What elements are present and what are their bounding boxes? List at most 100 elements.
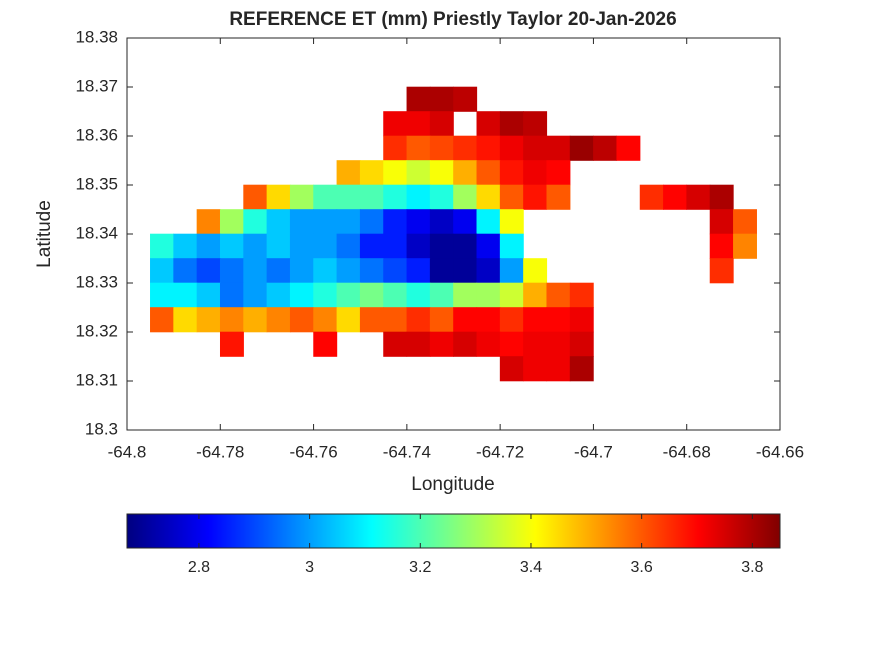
contour-cell bbox=[289, 184, 314, 210]
contour-cell bbox=[499, 209, 524, 235]
contour-cell bbox=[359, 307, 384, 333]
contour-cell bbox=[686, 184, 711, 210]
contour-cell bbox=[476, 331, 501, 357]
contour-cell bbox=[569, 135, 594, 161]
contour-cell bbox=[336, 209, 361, 235]
contour-cell bbox=[453, 160, 478, 186]
contour-cell bbox=[453, 258, 478, 284]
contour-cell bbox=[499, 184, 524, 210]
contour-cell bbox=[453, 135, 478, 161]
contour-cell bbox=[453, 184, 478, 210]
contour-cell bbox=[150, 307, 174, 333]
contour-cell bbox=[476, 111, 501, 137]
contour-cell bbox=[406, 184, 431, 210]
contour-cell bbox=[499, 233, 524, 259]
contour-cell bbox=[266, 282, 291, 308]
contour-cell bbox=[313, 307, 338, 333]
contour-cell bbox=[196, 307, 221, 333]
contour-field bbox=[150, 86, 757, 382]
contour-cell bbox=[289, 233, 314, 259]
contour-cell bbox=[289, 209, 314, 235]
contour-cell bbox=[243, 209, 268, 235]
y-tick-label: 18.33 bbox=[75, 272, 118, 291]
x-tick-label: -64.72 bbox=[476, 442, 524, 461]
contour-cell bbox=[639, 184, 664, 210]
contour-cell bbox=[266, 209, 291, 235]
contour-cell bbox=[476, 233, 501, 259]
contour-cell bbox=[499, 282, 524, 308]
contour-cell bbox=[429, 282, 454, 308]
x-tick-label: -64.74 bbox=[383, 442, 431, 461]
contour-cell bbox=[406, 233, 431, 259]
contour-cell bbox=[429, 258, 454, 284]
y-tick-label: 18.34 bbox=[75, 223, 118, 242]
contour-cell bbox=[359, 258, 384, 284]
y-tick-label: 18.38 bbox=[75, 27, 118, 46]
contour-cell bbox=[499, 307, 524, 333]
contour-cell bbox=[569, 356, 594, 382]
y-tick-label: 18.31 bbox=[75, 370, 118, 389]
colorbar bbox=[126, 513, 781, 549]
contour-cell bbox=[383, 258, 408, 284]
contour-cell bbox=[196, 209, 221, 235]
contour-cell bbox=[383, 282, 408, 308]
x-tick-label: -64.7 bbox=[574, 442, 613, 461]
contour-cell bbox=[429, 307, 454, 333]
contour-cell bbox=[313, 258, 338, 284]
contour-cell bbox=[429, 111, 454, 137]
colorbar-tick-label: 3.4 bbox=[520, 559, 542, 576]
contour-cell bbox=[406, 331, 431, 357]
contour-cell bbox=[523, 331, 548, 357]
contour-cell bbox=[476, 209, 501, 235]
contour-cell bbox=[569, 331, 594, 357]
contour-cell bbox=[476, 160, 501, 186]
contour-cell bbox=[243, 307, 268, 333]
colorbar-tick-label: 3.6 bbox=[631, 559, 653, 576]
colorbar-tick-label: 3.8 bbox=[741, 559, 763, 576]
y-tick-label: 18.35 bbox=[75, 174, 118, 193]
contour-cell bbox=[429, 86, 454, 112]
contour-cell bbox=[523, 356, 548, 382]
contour-cell bbox=[313, 184, 338, 210]
contour-cell bbox=[546, 135, 571, 161]
contour-cell bbox=[523, 282, 548, 308]
x-tick-label: -64.66 bbox=[756, 442, 804, 461]
contour-cell bbox=[219, 282, 244, 308]
contour-cell bbox=[406, 160, 431, 186]
contour-cell bbox=[359, 282, 384, 308]
x-axis-label: Longitude bbox=[411, 474, 494, 495]
contour-cell bbox=[476, 184, 501, 210]
contour-cell bbox=[709, 233, 734, 259]
contour-cell bbox=[150, 258, 174, 284]
contour-cell bbox=[406, 135, 431, 161]
contour-cell bbox=[546, 282, 571, 308]
contour-cell bbox=[523, 160, 548, 186]
contour-cell bbox=[266, 184, 291, 210]
contour-cell bbox=[406, 307, 431, 333]
contour-cell bbox=[546, 307, 571, 333]
x-tick-label: -64.8 bbox=[108, 442, 147, 461]
contour-cell bbox=[569, 307, 594, 333]
contour-cell bbox=[499, 111, 524, 137]
contour-cell bbox=[219, 233, 244, 259]
contour-cell bbox=[406, 86, 431, 112]
contour-cell bbox=[383, 184, 408, 210]
contour-cell bbox=[219, 258, 244, 284]
contour-cell bbox=[476, 258, 501, 284]
contour-cell bbox=[150, 282, 174, 308]
contour-cell bbox=[383, 233, 408, 259]
contour-cell bbox=[219, 307, 244, 333]
colorbar-tick-label: 3 bbox=[305, 559, 314, 576]
contour-cell bbox=[173, 307, 198, 333]
contour-cell bbox=[336, 233, 361, 259]
contour-cell bbox=[453, 209, 478, 235]
y-tick-label: 18.36 bbox=[75, 125, 118, 144]
contour-cell bbox=[733, 233, 757, 259]
contour-cell bbox=[709, 184, 734, 210]
contour-cell bbox=[173, 233, 198, 259]
contour-cell bbox=[523, 184, 548, 210]
contour-cell bbox=[313, 209, 338, 235]
contour-cell bbox=[453, 86, 478, 112]
x-tick-label: -64.76 bbox=[289, 442, 337, 461]
